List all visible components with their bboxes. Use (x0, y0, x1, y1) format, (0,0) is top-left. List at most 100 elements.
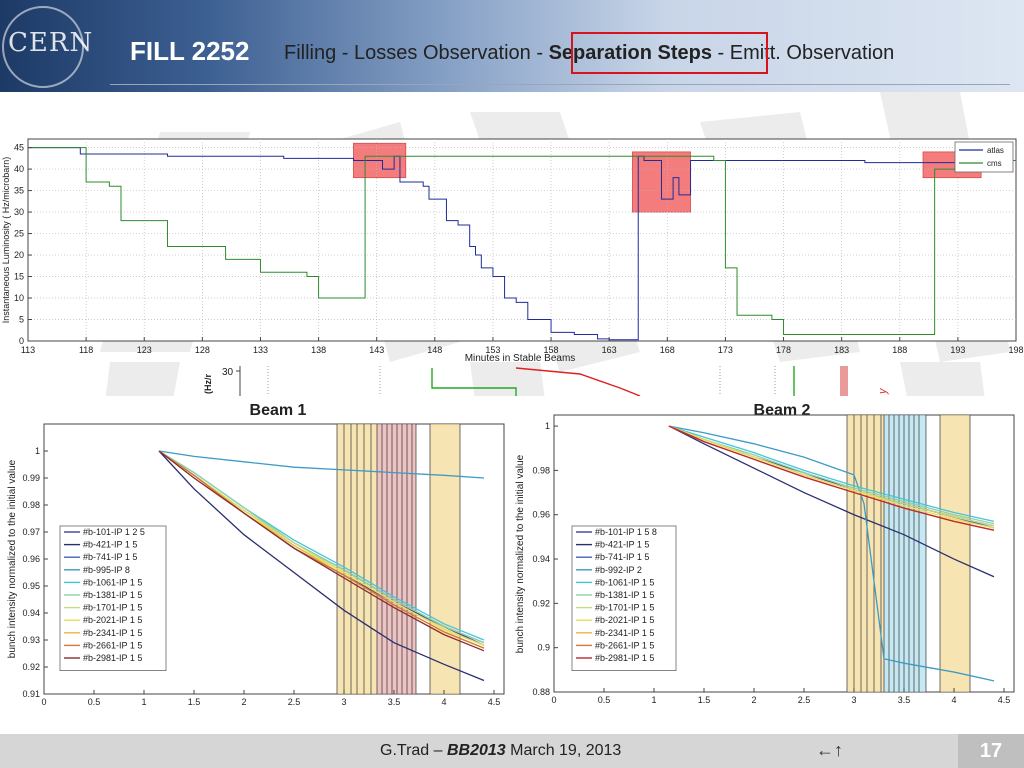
footer-credit: G.Trad – BB2013 March 19, 2013 (380, 742, 621, 760)
residual-corner-glyph: y (877, 387, 889, 395)
x-tick-label: 168 (660, 345, 675, 355)
residual-green-trace (431, 368, 517, 396)
y-tick-label: 0.91 (22, 689, 40, 699)
legend-label: #b-421-IP 1 5 (83, 540, 137, 550)
nav-item-emittance: Emitt. Observation (729, 42, 895, 64)
separation-step-band (847, 415, 884, 692)
legend-label: #b-2661-IP 1 5 (595, 640, 654, 650)
y-tick-label: 0.95 (22, 581, 40, 591)
residual-red-trace (515, 367, 641, 396)
legend-label: #b-2021-IP 1 5 (83, 615, 142, 625)
legend-label: #b-2981-IP 1 5 (83, 653, 142, 663)
legend-box (954, 141, 1014, 173)
x-tick-label: 183 (834, 345, 849, 355)
section-breadcrumb: Filling - Losses Observation - Separatio… (284, 42, 894, 65)
y-tick-label: 25 (14, 229, 24, 239)
x-tick-label: 4.5 (488, 697, 501, 707)
x-tick-label: 143 (369, 345, 384, 355)
beam2-legend: #b-101-IP 1 5 8 #b-421-IP 1 5 #b-741-IP 1 … (571, 525, 677, 672)
separation-step-band (884, 415, 926, 692)
luminosity-legend: atlas cms (954, 141, 1014, 173)
x-tick-label: 3.5 (898, 695, 911, 705)
x-tick-label: 118 (79, 345, 93, 355)
slide-header (0, 0, 1024, 92)
nav-item-separation-steps: Separation Steps (548, 42, 712, 64)
legend-label: #b-1061-IP 1 5 (83, 577, 142, 587)
x-tick-label: 4 (951, 695, 956, 705)
series-line-4 (158, 450, 485, 479)
x-tick-label: 1 (651, 695, 656, 705)
residual-tick-label: 30 (222, 367, 234, 378)
x-tick-label: 3 (851, 695, 856, 705)
y-tick-label: 1 (545, 421, 550, 431)
y-tick-label: 0.99 (22, 473, 40, 483)
x-tick-label: 2 (751, 695, 756, 705)
y-tick-label: 0.92 (532, 598, 550, 608)
y-tick-label: 30 (14, 207, 24, 217)
nav-separator: - (530, 42, 549, 64)
beam2-chart: Beam 2 0 0.5 1 1.5 2 2.5 3 3.5 4 4.50.880.90.920.… (512, 396, 1024, 714)
x-tick-label: 1.5 (188, 697, 201, 707)
legend-label: #b-992-IP 2 (595, 565, 642, 575)
x-tick-label: 188 (892, 345, 907, 355)
x-tick-label: 0.5 (88, 697, 101, 707)
residual-chart-strip: (Hz/r 30 y (203, 366, 889, 396)
x-tick-label: 163 (602, 345, 617, 355)
y-tick-label: 0.98 (532, 465, 550, 475)
legend-label: #b-1381-IP 1 5 (83, 590, 142, 600)
y-tick-label: 0.96 (22, 554, 40, 564)
x-tick-label: 2.5 (288, 697, 301, 707)
y-tick-label: 20 (14, 250, 24, 260)
footer-event: BB2013 (446, 742, 506, 759)
legend-label: #b-2341-IP 1 5 (595, 628, 654, 638)
legend-label-cms: cms (987, 159, 1002, 168)
x-tick-label: 0.5 (598, 695, 611, 705)
legend-label: #b-101-IP 1 2 5 (83, 527, 145, 537)
series-line-11 (668, 425, 995, 531)
x-tick-label: 128 (195, 345, 210, 355)
x-tick-label: 193 (950, 345, 965, 355)
nav-separator: - (336, 42, 355, 64)
y-tick-label: 35 (14, 186, 24, 196)
series-line-11 (158, 450, 485, 652)
y-tick-label: 1 (35, 446, 40, 456)
x-tick-label: 2.5 (798, 695, 811, 705)
separation-step-band (940, 415, 970, 692)
y-tick-label: 0.9 (537, 643, 550, 653)
y-tick-label: 0.97 (22, 527, 40, 537)
x-tick-label: 153 (485, 345, 500, 355)
fill-title: FILL 2252 (130, 36, 250, 66)
x-tick-label: 198 (1008, 345, 1023, 355)
page-number: 17 (958, 734, 1024, 768)
series-line-2 (28, 147, 1016, 336)
y-tick-label: 0.98 (22, 500, 40, 510)
legend-box (571, 525, 677, 672)
x-tick-label: 173 (718, 345, 733, 355)
nav-separator: - (711, 42, 730, 64)
y-tick-label: 0.88 (532, 687, 550, 697)
x-tick-label: 1.5 (698, 695, 711, 705)
x-tick-label: 4.5 (998, 695, 1011, 705)
series-line-10 (158, 450, 485, 649)
series-line-4 (668, 425, 995, 682)
x-tick-label: 138 (311, 345, 326, 355)
x-tick-label: 0 (551, 695, 556, 705)
x-tick-label: 1 (141, 697, 146, 707)
x-tick-label: 148 (427, 345, 442, 355)
y-tick-label: 0.92 (22, 662, 40, 672)
logo-text: CERN (8, 28, 94, 58)
slide-footer (0, 734, 1024, 768)
x-tick-label: 3 (341, 697, 346, 707)
x-tick-label: 113 (21, 345, 35, 355)
beam1-y-axis-label: bunch intensity normalized to the initia… (7, 459, 18, 658)
legend-label: #b-2341-IP 1 5 (83, 628, 142, 638)
beam1-legend: #b-101-IP 1 2 5 #b-421-IP 1 5 #b-741-IP 1 … (59, 525, 167, 672)
luminosity-plot-area (27, 138, 1017, 342)
legend-label: #b-995-IP 8 (83, 565, 130, 575)
legend-label: #b-1381-IP 1 5 (595, 590, 654, 600)
cern-logo: CERN (0, 0, 100, 92)
x-tick-label: 123 (137, 345, 152, 355)
legend-label: #b-741-IP 1 5 (595, 552, 649, 562)
slide-nav-arrows[interactable]: ←↑ (816, 740, 843, 760)
title-divider (110, 84, 1010, 85)
